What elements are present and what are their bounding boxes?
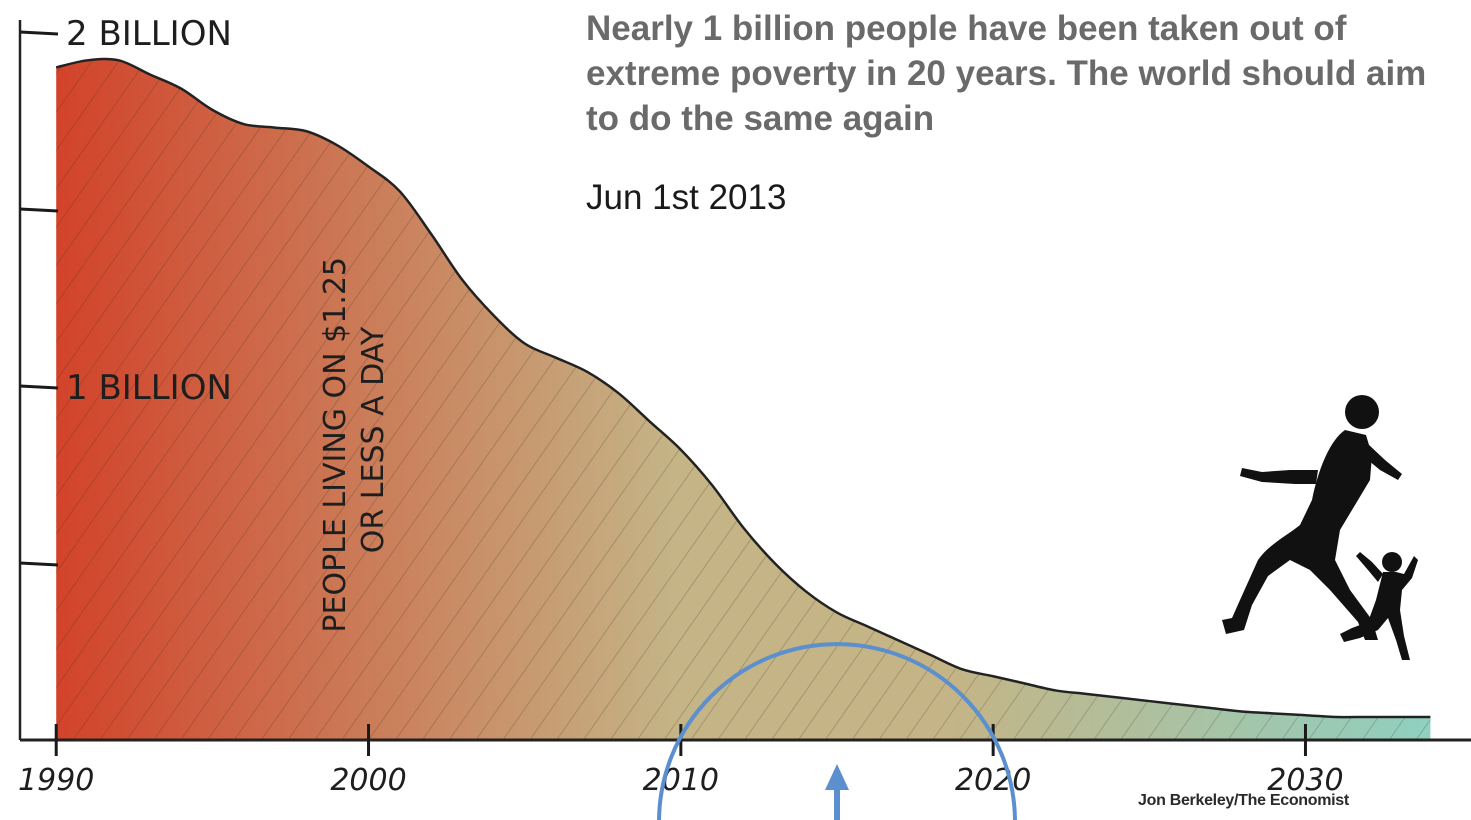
y-axis: 2 BILLION 1 BILLION xyxy=(18,14,232,740)
headline: Nearly 1 billion people have been taken … xyxy=(586,9,1427,138)
x-tick-label: 2030 xyxy=(1267,763,1343,798)
y-tick xyxy=(19,207,59,213)
y-tick-label: 1 BILLION xyxy=(66,368,232,408)
arrow-shaft xyxy=(834,786,841,820)
area-outline xyxy=(55,57,1431,719)
publication-date: Jun 1st 2013 xyxy=(586,178,787,217)
y-tick xyxy=(19,30,59,36)
arrow-head xyxy=(825,764,850,790)
highlight-arc xyxy=(657,642,1017,820)
y-tick-label: 2 BILLION xyxy=(66,14,232,54)
highlight-arrow-icon xyxy=(825,764,850,820)
x-tick-label: 2020 xyxy=(955,763,1031,798)
x-tick-label: 2010 xyxy=(643,763,719,798)
y-tick xyxy=(19,561,59,567)
x-tick-label: 1990 xyxy=(18,763,94,798)
runner-child-icon xyxy=(1340,552,1418,660)
x-tick-label: 2000 xyxy=(330,763,406,798)
series-label: PEOPLE LIVING ON $1.25 OR LESS A DAY xyxy=(318,247,391,632)
image-credit: Jon Berkeley/The Economist xyxy=(1138,792,1349,809)
runner-adult-icon xyxy=(1222,395,1402,640)
y-tick xyxy=(19,384,59,390)
x-axis: 1990 2000 2010 2020 2030 xyxy=(18,724,1471,798)
